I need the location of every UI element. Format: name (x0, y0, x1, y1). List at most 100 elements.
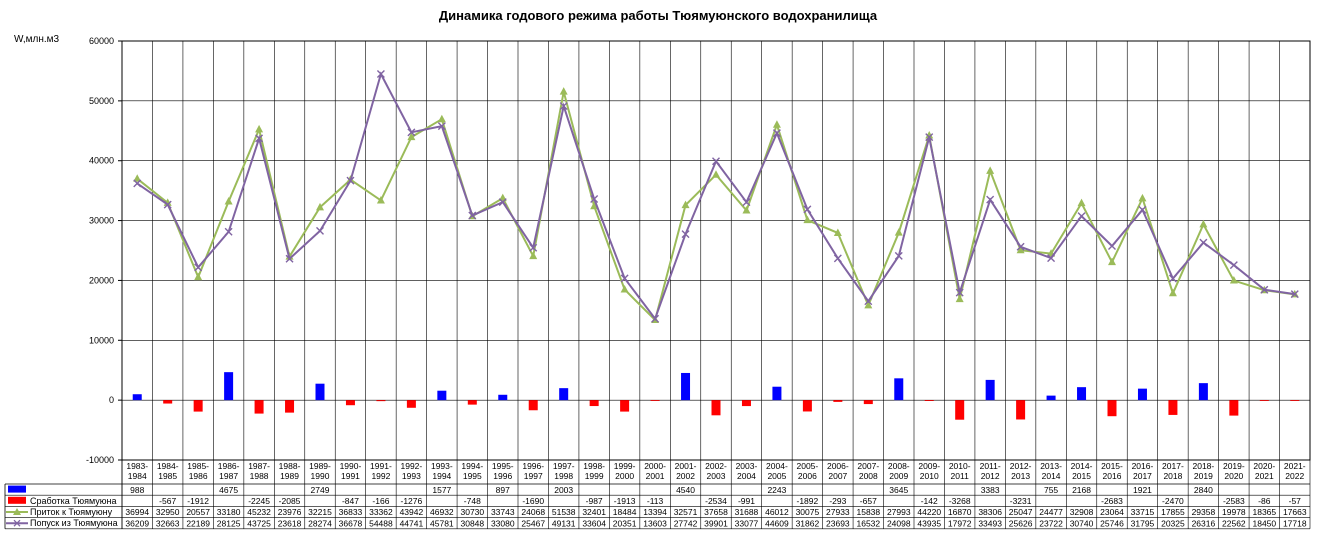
table-cell: -2470 (1162, 496, 1184, 506)
point (559, 87, 568, 95)
x-tick-label: 2004 (737, 471, 756, 481)
bar (650, 400, 660, 401)
x-tick-label: 2014- (1071, 461, 1093, 471)
point (1199, 238, 1208, 247)
x-tick-label: 1994 (432, 471, 451, 481)
table-cell: -1913 (614, 496, 636, 506)
point (1138, 193, 1147, 202)
table-cell: -2245 (248, 496, 270, 506)
table-cell: -1892 (797, 496, 819, 506)
bar (681, 372, 691, 401)
table-cell: -3268 (949, 496, 971, 506)
table-cell: 24477 (1039, 507, 1063, 517)
point (133, 174, 142, 182)
bar (772, 386, 782, 401)
x-tick-label: 2010 (920, 471, 939, 481)
x-tick-label: 1991 (341, 471, 360, 481)
table-cell: -86 (1258, 496, 1271, 506)
table-cell: -166 (372, 496, 389, 506)
point (1199, 219, 1208, 228)
x-tick-label: 2022 (1285, 471, 1304, 481)
bar (620, 400, 630, 412)
x-tick-label: 2001 (646, 471, 665, 481)
table-cell: 4540 (676, 485, 695, 495)
table-cell: 24098 (887, 518, 911, 528)
table-cell: 32663 (156, 518, 180, 528)
x-tick-label: 2007 (828, 471, 847, 481)
table-cell: 37658 (704, 507, 728, 517)
x-tick-label: 2012- (1010, 461, 1032, 471)
table-cell: 45781 (430, 518, 454, 528)
legend-key (8, 485, 26, 493)
point (1290, 290, 1299, 299)
point (681, 200, 690, 209)
table-cell: 897 (496, 485, 510, 495)
point (316, 202, 324, 211)
table-cell: 32401 (582, 507, 606, 517)
bar (1168, 400, 1178, 415)
point (1108, 242, 1116, 251)
x-tick-label: 1990- (340, 461, 362, 471)
table-cell: 27993 (887, 507, 911, 517)
table-cell: 4675 (219, 485, 238, 495)
table-cell: 25746 (1100, 518, 1124, 528)
point (590, 195, 599, 203)
point (1077, 198, 1086, 207)
table-cell: 32908 (1070, 507, 1094, 517)
x-tick-label: 1996 (493, 471, 512, 481)
x-tick-label: 1992- (401, 461, 423, 471)
table-cell: 38306 (978, 507, 1002, 517)
x-tick-label: 2013 (1011, 471, 1030, 481)
table-cell: -748 (464, 496, 481, 506)
table-cell: -1912 (187, 496, 209, 506)
point (742, 198, 751, 207)
table-cell: 19978 (1222, 507, 1246, 517)
point (1047, 254, 1056, 263)
table-cell: 18484 (613, 507, 637, 517)
x-tick-label: 2017 (1133, 471, 1152, 481)
x-tick-label: 2003- (736, 461, 758, 471)
point (285, 254, 294, 263)
bar (163, 400, 173, 404)
x-tick-label: 1993- (431, 461, 453, 471)
bar (498, 394, 508, 401)
point (1138, 205, 1147, 214)
bar (254, 400, 264, 414)
x-tick-label: 2008- (888, 461, 910, 471)
table-cell: 31862 (796, 518, 820, 528)
point (955, 294, 964, 303)
point (864, 297, 873, 306)
point (224, 197, 233, 205)
table-cell: 20351 (613, 518, 637, 528)
x-tick-label: 2005 (767, 471, 786, 481)
point (772, 120, 781, 128)
point (925, 133, 934, 142)
table-cell: 45232 (247, 507, 271, 517)
table-cell: 24068 (521, 507, 545, 517)
table-cell: 20325 (1161, 518, 1185, 528)
point (803, 215, 812, 224)
x-tick-label: 2019 (1194, 471, 1213, 481)
table-cell: 33743 (491, 507, 515, 517)
y-tick-label: 40000 (89, 156, 114, 166)
x-tick-label: 1999 (585, 471, 604, 481)
point (224, 227, 233, 236)
x-tick-label: 1987 (219, 471, 238, 481)
table-cell: 2003 (554, 485, 573, 495)
x-tick-label: 1989- (309, 461, 331, 471)
point (833, 254, 842, 263)
table-cell: 32215 (308, 507, 332, 517)
bar (802, 400, 812, 412)
x-tick-label: 2016- (1132, 461, 1154, 471)
table-cell: 25047 (1009, 507, 1033, 517)
point (194, 272, 203, 281)
x-tick-label: 2018 (1163, 471, 1182, 481)
point (1260, 285, 1269, 294)
table-cell: -293 (829, 496, 846, 506)
y-tick-label: 50000 (89, 96, 114, 106)
x-tick-label: 2014 (1042, 471, 1061, 481)
point (437, 114, 446, 123)
table-cell: 22562 (1222, 518, 1246, 528)
table-cell: 988 (130, 485, 144, 495)
x-tick-label: 2020- (1253, 461, 1275, 471)
